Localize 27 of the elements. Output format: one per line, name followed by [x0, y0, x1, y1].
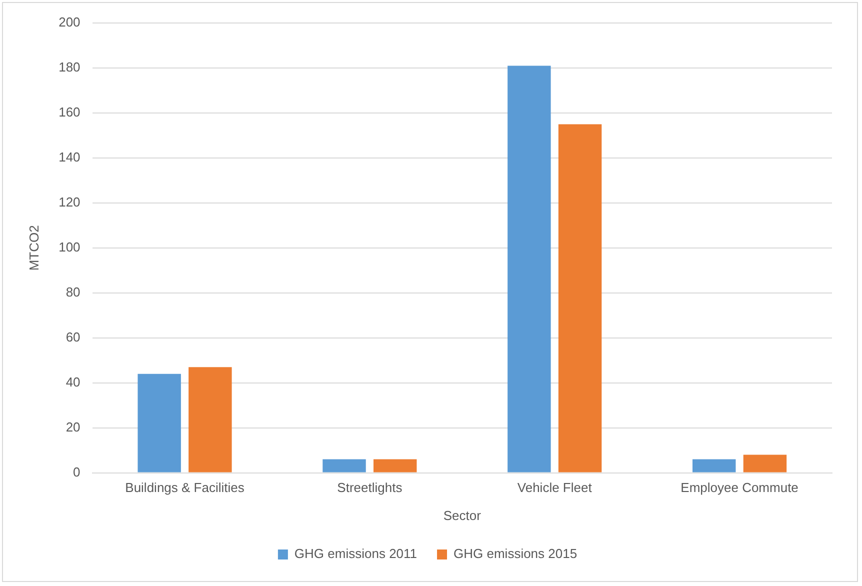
bar — [322, 459, 366, 472]
bar — [138, 374, 181, 472]
x-tick-label: Vehicle Fleet — [517, 480, 592, 496]
bar — [692, 459, 736, 472]
y-tick-label: 160 — [58, 104, 80, 120]
x-axis-title: Sector — [443, 508, 482, 523]
x-tick-label: Buildings & Facilities — [125, 480, 245, 496]
y-tick-label: 60 — [66, 329, 80, 344]
y-tick-label: 20 — [66, 419, 80, 434]
x-tick-label: Streetlights — [337, 480, 403, 496]
legend-label: GHG emissions 2011 — [294, 546, 418, 562]
y-tick-label: 200 — [58, 14, 80, 30]
bar — [743, 454, 787, 472]
y-tick-label: 140 — [58, 150, 80, 165]
bar — [373, 459, 417, 472]
y-tick-label: 120 — [58, 194, 80, 210]
x-tick-label: Employee Commute — [680, 480, 798, 496]
legend-label: GHG emissions 2015 — [454, 546, 578, 562]
y-axis-title: MTCO2 — [26, 225, 42, 271]
y-tick-label: 180 — [58, 60, 80, 75]
y-tick-label: 100 — [58, 239, 80, 254]
bar — [558, 124, 602, 472]
y-tick-label: 0 — [73, 464, 80, 480]
y-tick-label: 40 — [66, 374, 80, 390]
y-tick-label: 80 — [66, 284, 80, 300]
bar — [508, 66, 551, 472]
bar — [188, 367, 232, 472]
